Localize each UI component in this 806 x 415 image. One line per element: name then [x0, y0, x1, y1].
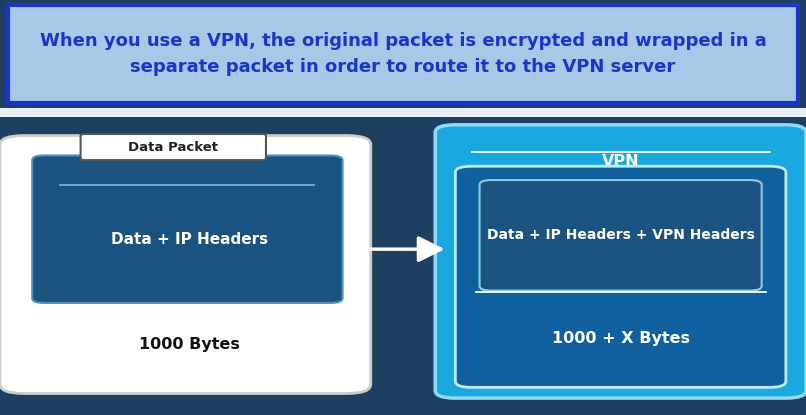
Text: 1000 Bytes: 1000 Bytes	[139, 337, 240, 352]
FancyBboxPatch shape	[0, 108, 806, 117]
FancyBboxPatch shape	[435, 125, 806, 398]
Text: 1000 + X Bytes: 1000 + X Bytes	[551, 331, 690, 346]
Text: Data + IP Headers: Data + IP Headers	[111, 232, 268, 247]
Text: Data + IP Headers + VPN Headers: Data + IP Headers + VPN Headers	[487, 228, 754, 242]
Text: When you use a VPN, the original packet is encrypted and wrapped in a
separate p: When you use a VPN, the original packet …	[39, 32, 767, 76]
FancyBboxPatch shape	[81, 134, 266, 160]
Text: VPN: VPN	[602, 154, 639, 169]
Text: Data Packet: Data Packet	[128, 141, 218, 154]
FancyBboxPatch shape	[0, 136, 371, 393]
FancyBboxPatch shape	[455, 166, 786, 387]
FancyBboxPatch shape	[8, 5, 798, 103]
FancyBboxPatch shape	[480, 180, 762, 290]
FancyBboxPatch shape	[32, 156, 343, 303]
